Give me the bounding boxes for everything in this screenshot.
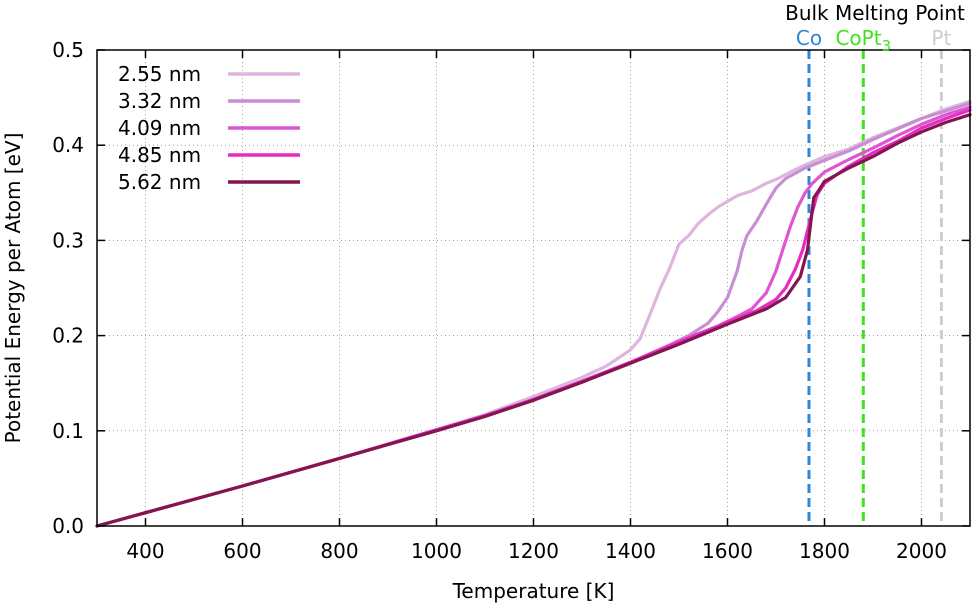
x-tick-label: 1400 [605,539,656,563]
legend-label: 4.09 nm [118,116,201,140]
y-tick-labels: 0.0 0.1 0.2 0.3 0.4 0.5 [52,38,84,538]
y-tick-label: 0.5 [52,38,84,62]
data-series [95,99,972,528]
x-tick-label: 1200 [508,539,559,563]
x-tick-label: 800 [320,539,358,563]
series-line-4 [95,113,972,528]
y-tick-label: 0.2 [52,324,84,348]
x-tick-label: 2000 [896,539,947,563]
legend-label: 2.55 nm [118,62,201,86]
x-tick-label: 1600 [702,539,753,563]
legend: 2.55 nm 3.32 nm 4.09 nm 4.85 nm 5.62 nm [118,62,300,194]
reference-lines [807,50,943,526]
reference-line-label-subscript: 3 [882,37,892,55]
legend-label: 3.32 nm [118,89,201,113]
legend-label: 4.85 nm [118,143,201,167]
reference-line-labels: Co CoPt3 Pt [796,26,952,55]
x-tick-label: 1000 [411,539,462,563]
x-tick-label: 400 [126,539,164,563]
legend-label: 5.62 nm [118,170,201,194]
x-axis-title: Temperature [K] [452,579,615,603]
y-tick-label: 0.4 [52,133,84,157]
axis-ticks [97,49,970,527]
reference-line-label-text: CoPt [835,26,881,50]
y-axis-title: Potential Energy per Atom [eV] [1,133,25,444]
reference-line-label: Co [796,26,822,50]
reference-line-label-text: Pt [931,26,951,50]
x-tick-label: 1800 [799,539,850,563]
x-tick-label: 600 [223,539,261,563]
x-tick-labels: 400 600 800 1000 1200 1400 1600 1800 2000 [126,539,947,563]
y-tick-label: 0.0 [52,514,84,538]
bulk-melting-point-title: Bulk Melting Point [785,1,965,25]
y-tick-label: 0.1 [52,419,84,443]
reference-line-label: Pt [931,26,951,50]
reference-line-label: CoPt3 [835,26,891,55]
series-line-2 [95,105,972,528]
y-tick-label: 0.3 [52,228,84,252]
grid-lines [97,50,970,526]
reference-line-label-text: Co [796,26,822,50]
